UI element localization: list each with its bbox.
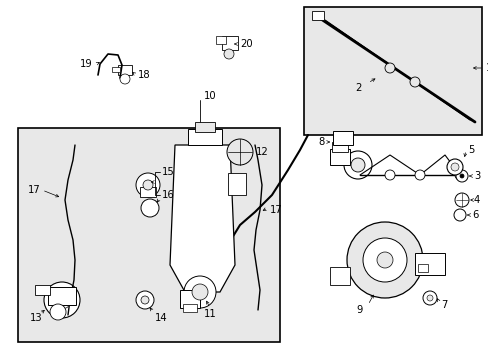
Text: 7: 7 bbox=[440, 300, 447, 310]
Text: 6: 6 bbox=[471, 210, 477, 220]
Bar bbox=[329, 149, 349, 165]
Circle shape bbox=[120, 74, 130, 84]
Circle shape bbox=[136, 173, 160, 197]
Circle shape bbox=[450, 163, 458, 171]
Bar bbox=[332, 131, 352, 145]
Circle shape bbox=[50, 304, 66, 320]
Bar bbox=[140, 187, 156, 197]
Circle shape bbox=[346, 222, 422, 298]
Circle shape bbox=[44, 282, 80, 318]
Bar bbox=[227, 173, 245, 195]
Circle shape bbox=[362, 238, 406, 282]
Bar bbox=[112, 67, 120, 72]
Text: 19: 19 bbox=[80, 59, 93, 69]
Text: 12: 12 bbox=[256, 147, 268, 157]
Circle shape bbox=[183, 276, 216, 308]
Circle shape bbox=[384, 170, 394, 180]
Bar bbox=[183, 304, 197, 312]
Circle shape bbox=[454, 193, 468, 207]
Circle shape bbox=[409, 77, 419, 87]
Text: 13: 13 bbox=[30, 313, 42, 323]
Circle shape bbox=[136, 291, 154, 309]
Circle shape bbox=[376, 252, 392, 268]
Bar bbox=[118, 65, 132, 75]
Polygon shape bbox=[170, 145, 235, 292]
Circle shape bbox=[455, 170, 467, 182]
Text: 4: 4 bbox=[473, 195, 479, 205]
Circle shape bbox=[141, 199, 159, 217]
Bar bbox=[180, 290, 200, 308]
Circle shape bbox=[226, 139, 252, 165]
Bar bbox=[311, 11, 324, 20]
Text: 17: 17 bbox=[269, 205, 282, 215]
Circle shape bbox=[454, 170, 464, 180]
Circle shape bbox=[343, 151, 371, 179]
Circle shape bbox=[414, 170, 424, 180]
Circle shape bbox=[142, 180, 153, 190]
Text: 10: 10 bbox=[203, 91, 216, 101]
Text: 17: 17 bbox=[28, 185, 41, 195]
Bar bbox=[222, 36, 238, 50]
Bar bbox=[304, 7, 481, 135]
Text: 1: 1 bbox=[485, 63, 488, 73]
Text: 18: 18 bbox=[138, 70, 150, 80]
Circle shape bbox=[446, 159, 462, 175]
Text: 11: 11 bbox=[203, 309, 216, 319]
Circle shape bbox=[422, 291, 436, 305]
Bar bbox=[414, 253, 444, 275]
Bar bbox=[48, 287, 76, 305]
Circle shape bbox=[141, 296, 149, 304]
Bar bbox=[417, 264, 427, 272]
Circle shape bbox=[384, 63, 394, 73]
Text: 2: 2 bbox=[354, 83, 361, 93]
Bar bbox=[329, 267, 349, 285]
Circle shape bbox=[192, 284, 207, 300]
Text: 8: 8 bbox=[318, 137, 325, 147]
Circle shape bbox=[53, 291, 71, 309]
Bar bbox=[35, 285, 50, 295]
Text: 5: 5 bbox=[467, 145, 473, 155]
Circle shape bbox=[459, 174, 463, 178]
Text: 16: 16 bbox=[162, 190, 174, 200]
Circle shape bbox=[453, 209, 465, 221]
Text: 14: 14 bbox=[155, 313, 167, 323]
Bar bbox=[331, 142, 347, 152]
Text: 3: 3 bbox=[473, 171, 479, 181]
Bar bbox=[18, 128, 280, 342]
Circle shape bbox=[426, 295, 432, 301]
Bar bbox=[195, 122, 215, 132]
Text: 15: 15 bbox=[162, 167, 174, 177]
Bar bbox=[187, 129, 222, 145]
Circle shape bbox=[224, 49, 234, 59]
Text: 20: 20 bbox=[240, 39, 252, 49]
Circle shape bbox=[350, 158, 364, 172]
Bar bbox=[216, 36, 225, 44]
Text: 9: 9 bbox=[355, 305, 362, 315]
